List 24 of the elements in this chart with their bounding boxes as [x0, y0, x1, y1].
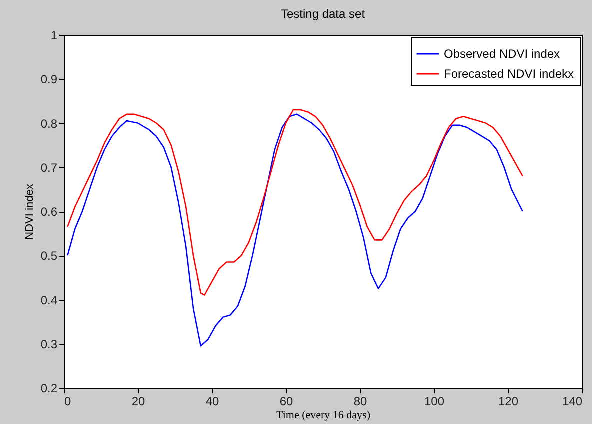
x-axis-title: Time (every 16 days)	[276, 410, 371, 422]
y-tick-label: 1	[50, 28, 58, 42]
x-tick-label: 100	[424, 394, 445, 408]
y-tick-label: 0.7	[40, 160, 58, 175]
line-series	[67, 114, 524, 347]
legend-label: Forecasted NDVI indekx	[444, 67, 574, 81]
y-tick-label: 0.9	[40, 72, 58, 87]
line-series	[67, 109, 524, 296]
y-tick-label: 0.4	[40, 293, 58, 308]
y-axis-title: NDVI index	[24, 184, 36, 240]
x-tick-label: 140	[562, 394, 583, 408]
y-tick-label: 0.8	[40, 116, 58, 131]
legend-label: Observed NDVI index	[444, 47, 560, 61]
y-tick-label: 0.6	[40, 205, 58, 219]
x-tick-label: 80	[354, 394, 368, 408]
x-tick-label: 60	[280, 394, 294, 408]
y-tick-label: 0.2	[40, 382, 58, 396]
x-tick-label: 0	[64, 394, 72, 408]
chart-title: Testing data set	[280, 7, 366, 21]
x-tick-label: 20	[132, 394, 146, 408]
x-tick-label: 120	[498, 394, 519, 408]
x-tick-label: 40	[206, 394, 220, 408]
y-tick-label: 0.3	[40, 337, 58, 352]
y-tick-label: 0.5	[40, 249, 58, 264]
